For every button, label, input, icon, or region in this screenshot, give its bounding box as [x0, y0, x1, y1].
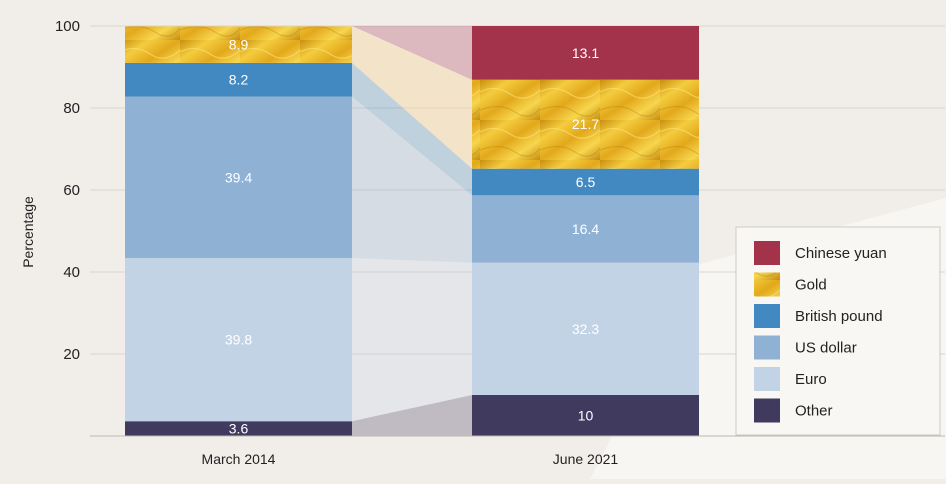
data-label-gbp-0: 8.2	[229, 72, 249, 88]
bar-euro-1	[472, 262, 699, 395]
bar-usd-0	[125, 96, 352, 259]
bar-other-1	[472, 395, 699, 436]
data-label-gold-0: 8.9	[229, 37, 249, 53]
legend-label-euro: Euro	[795, 371, 827, 388]
band-euro	[352, 258, 472, 422]
y-tick-label: 100	[55, 18, 80, 35]
data-label-gold-1: 21.7	[572, 116, 599, 132]
legend-label-usd: US dollar	[795, 340, 857, 357]
legend-swatch-euro	[754, 367, 780, 391]
legend-swatch-usd	[754, 335, 780, 360]
band-other	[352, 395, 472, 436]
data-label-usd-0: 39.4	[225, 169, 252, 185]
bar-other-0	[125, 421, 352, 436]
legend-label-cny: Chinese yuan	[795, 245, 887, 262]
data-label-usd-1: 16.4	[572, 221, 599, 237]
legend-swatch-gbp	[754, 304, 780, 328]
legend-label-gold: Gold	[795, 277, 827, 294]
legend-label-other: Other	[795, 403, 833, 420]
bar-gbp-1	[472, 168, 699, 196]
data-label-other-0: 3.6	[229, 421, 249, 437]
legend-swatch-cny	[754, 241, 780, 265]
band-gbp	[352, 62, 472, 196]
x-tick-label: March 2014	[202, 451, 276, 467]
bar-gold-1	[472, 79, 699, 169]
data-label-other-1: 10	[578, 408, 594, 424]
legend-swatch-gold	[754, 272, 780, 297]
bar-euro-0	[125, 258, 352, 422]
legend-label-gbp: British pound	[795, 308, 883, 325]
band-cny	[352, 26, 472, 80]
band-usd	[352, 96, 472, 263]
y-tick-label: 80	[63, 100, 80, 117]
data-label-euro-1: 32.3	[572, 321, 599, 337]
data-label-cny-1: 13.1	[572, 45, 599, 61]
y-tick-label: 40	[63, 264, 80, 281]
y-axis-label: Percentage	[20, 196, 36, 268]
y-tick-label: 20	[63, 346, 80, 363]
y-tick-label: 60	[63, 182, 80, 199]
bar-cny-1	[472, 26, 699, 80]
bar-usd-1	[472, 195, 699, 263]
bar-gbp-0	[125, 62, 352, 97]
x-tick-label: June 2021	[553, 451, 619, 467]
legend-swatch-other	[754, 398, 780, 423]
data-label-euro-0: 39.8	[225, 332, 252, 348]
data-label-gbp-1: 6.5	[576, 174, 596, 190]
bar-gold-0	[125, 26, 352, 63]
band-gold	[352, 26, 472, 169]
